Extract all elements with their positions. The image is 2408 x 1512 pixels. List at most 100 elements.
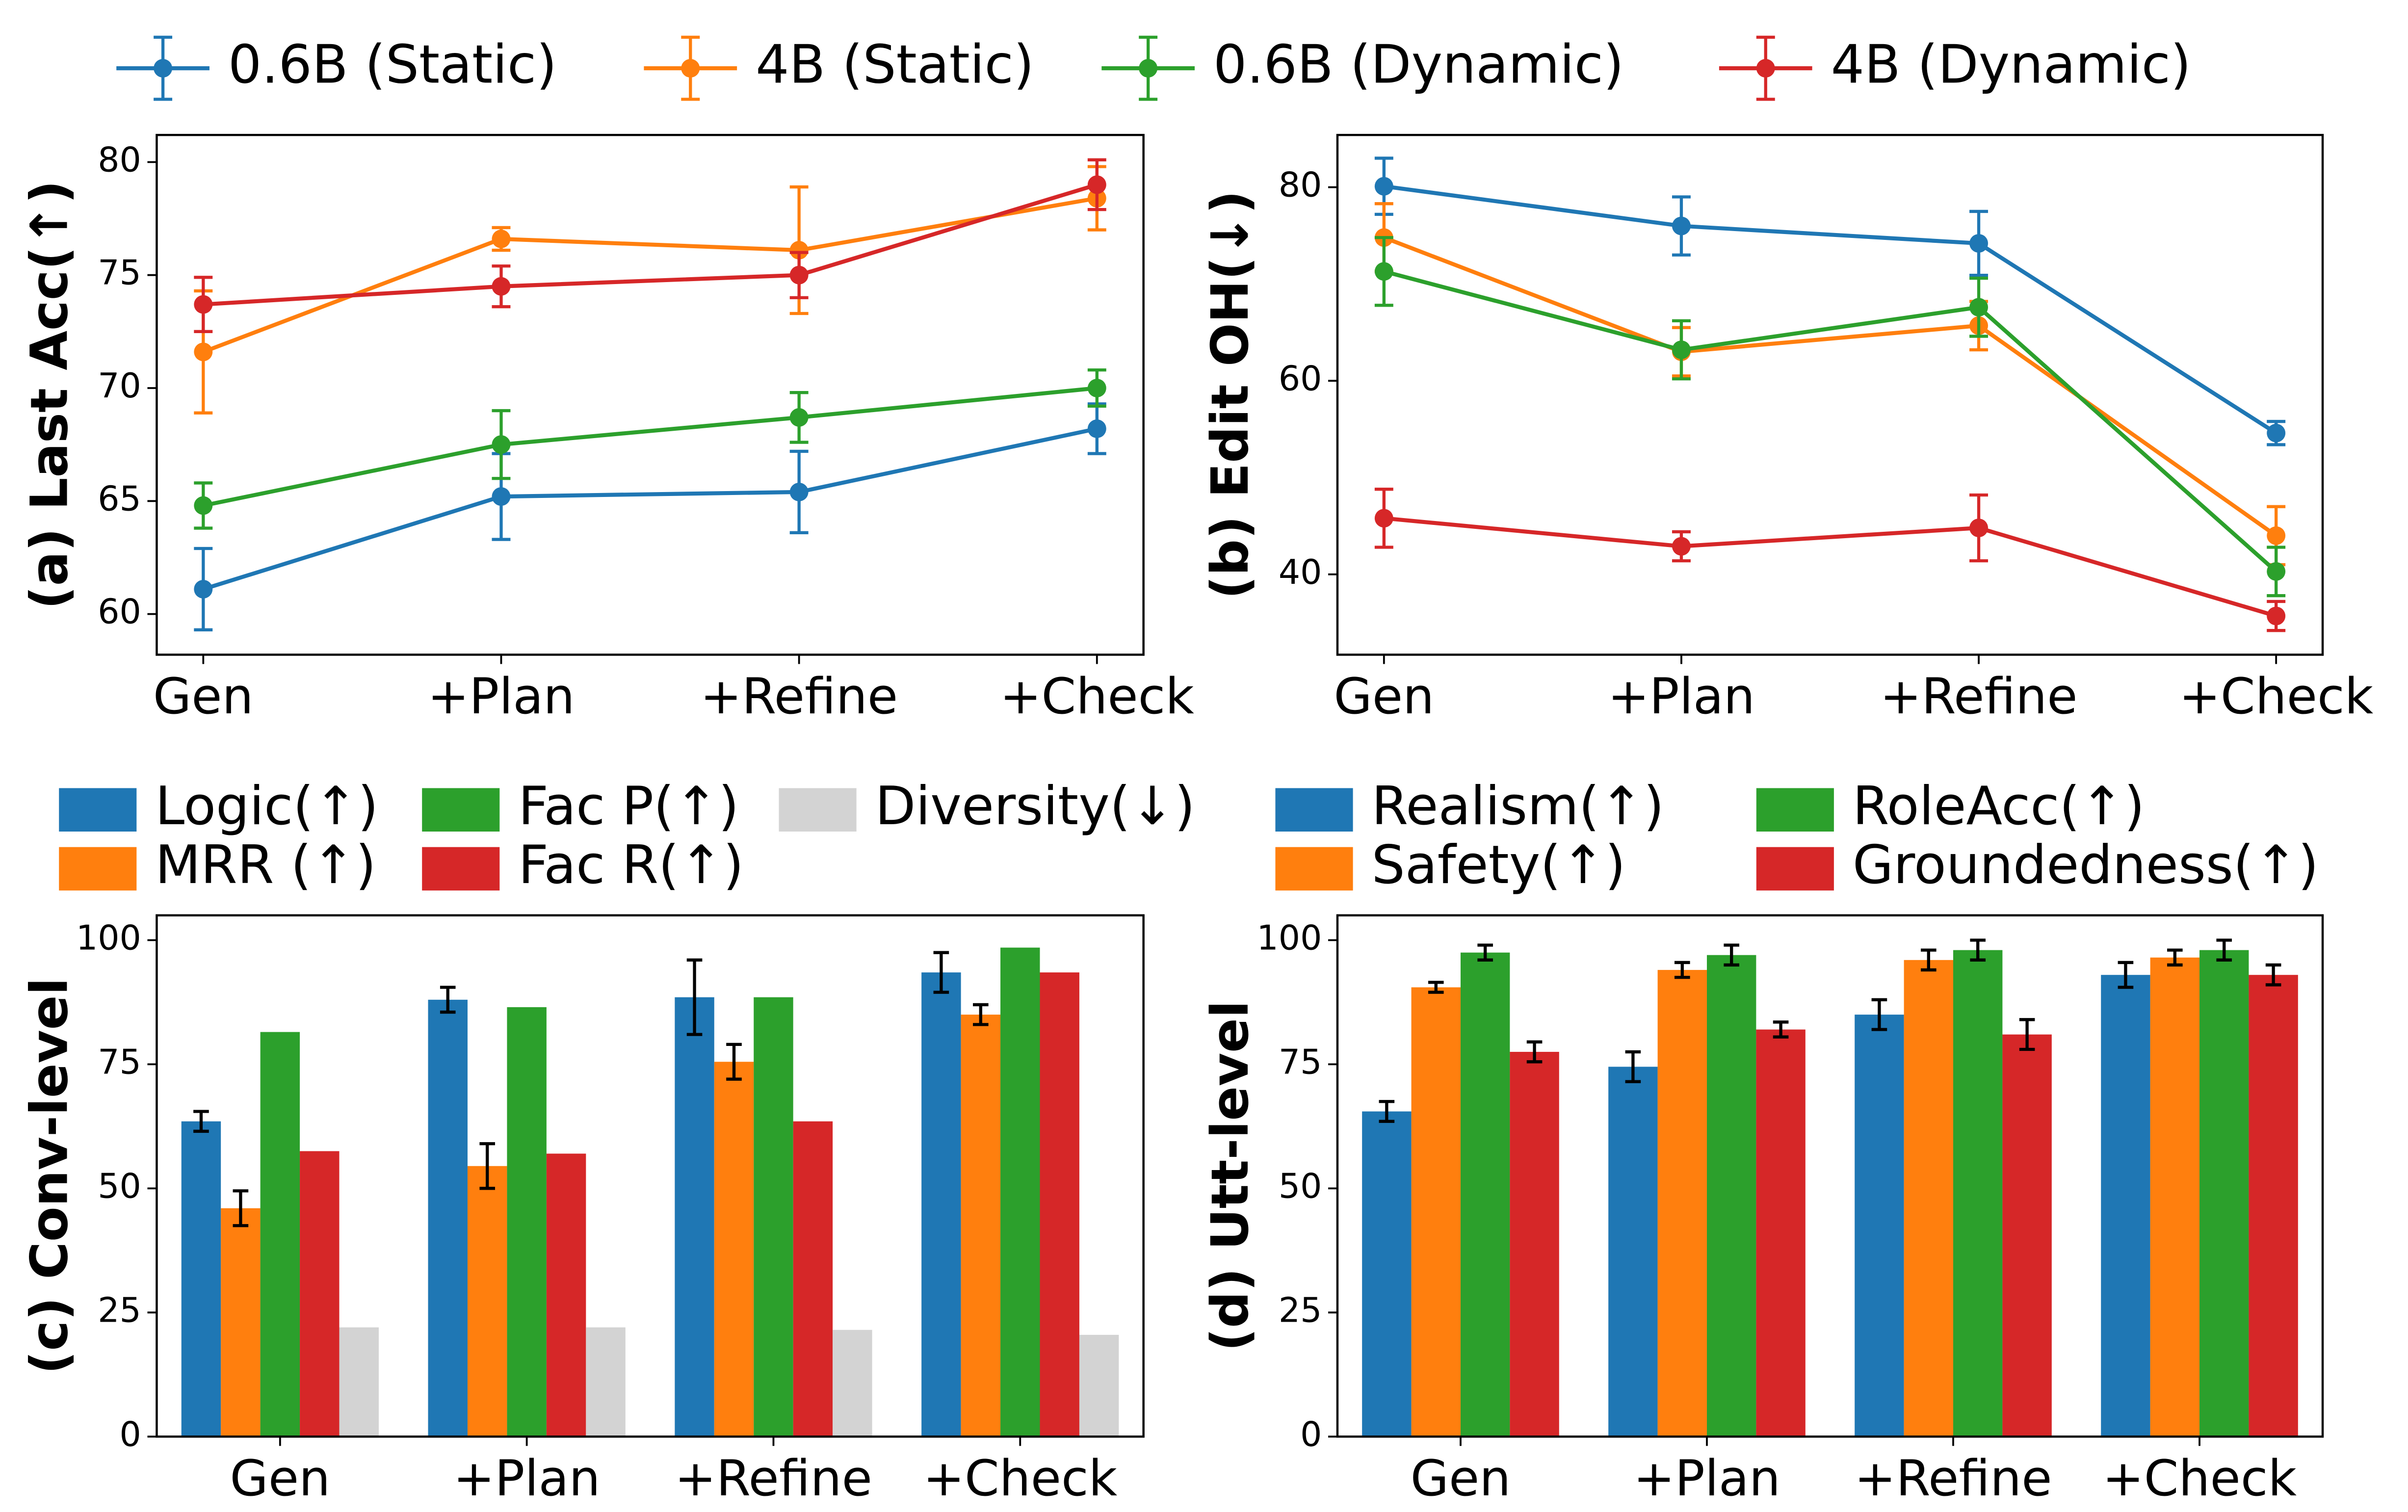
point (1969, 519, 1989, 538)
bar (260, 1032, 300, 1437)
error-bar (479, 1142, 496, 1190)
point (1374, 177, 1393, 196)
legend-label: Groundedness(↑) (1853, 834, 2319, 896)
bar (1756, 1029, 1806, 1437)
bar (507, 1007, 547, 1437)
y-tick-label: 50 (98, 1166, 141, 1206)
legend-label: RoleAcc(↑) (1853, 776, 2145, 837)
bar (2199, 950, 2249, 1437)
legend-swatch (422, 788, 500, 832)
legend-label: 4B (Static) (756, 34, 1034, 95)
error-bar (233, 1189, 249, 1227)
legend-swatch (779, 788, 857, 832)
bar (339, 1327, 379, 1437)
bar (1953, 950, 2003, 1437)
error-bar (1477, 943, 1493, 962)
point (492, 230, 511, 248)
point (1374, 262, 1393, 281)
point (194, 295, 213, 314)
bar (546, 1153, 586, 1437)
legend-label: Logic(↑) (155, 776, 378, 837)
plot-frame (1336, 133, 2324, 656)
point (1672, 340, 1691, 360)
y-tick-label: 80 (1279, 165, 1322, 205)
x-tick-label: Gen (1334, 667, 1434, 725)
x-tick-label: Gen (153, 667, 254, 725)
error-bar (1920, 948, 1937, 972)
point (789, 265, 809, 285)
y-tick-label: 75 (98, 1042, 141, 1082)
error-bar (2216, 938, 2232, 962)
series-line (1383, 235, 2277, 538)
legend-swatch (59, 788, 137, 832)
error-bar (686, 958, 703, 1036)
bar (1706, 955, 1756, 1437)
error-bar (1773, 1020, 1789, 1039)
legend-label: Fac R(↑) (518, 834, 744, 896)
bar (961, 1015, 1001, 1437)
point (789, 241, 809, 260)
point (1087, 175, 1106, 194)
point (1672, 537, 1691, 556)
y-tick-label: 75 (98, 253, 141, 293)
legend-label: 4B (Dynamic) (1831, 34, 2191, 95)
point (1969, 234, 1989, 253)
series-line (1384, 184, 2277, 435)
x-tick-label: +Check (2179, 667, 2373, 725)
bar (2101, 975, 2150, 1437)
series-line (202, 196, 1098, 354)
legend-label: 0.6B (Dynamic) (1213, 34, 1624, 95)
legend-label: Fac P(↑) (518, 776, 739, 837)
legend-label: Safety(↑) (1372, 834, 1626, 896)
error-bar (1674, 961, 1690, 979)
error-bar (440, 986, 456, 1014)
bar (1411, 987, 1461, 1437)
plot-frame (156, 133, 1145, 656)
series-line (203, 426, 1098, 591)
legend-swatch (1756, 847, 1834, 891)
x-tick-label: +Check (2102, 1449, 2297, 1507)
error-bar (2265, 963, 2281, 987)
error-bar (2167, 948, 2183, 967)
bar (2249, 975, 2298, 1437)
y-axis-label: (d) Utt-level (1200, 1000, 1260, 1351)
error-bar (1970, 938, 1986, 962)
legend-marker (154, 59, 173, 78)
point (789, 408, 809, 427)
y-tick-label: 0 (120, 1414, 141, 1454)
bar (428, 999, 468, 1437)
bar (1040, 972, 1079, 1437)
y-tick-label: 60 (98, 592, 141, 632)
error-bar (1625, 1050, 1641, 1083)
point (2267, 526, 2286, 545)
point (492, 487, 511, 506)
y-axis-label: (b) Edit OH(↓) (1200, 190, 1260, 599)
bar (1608, 1067, 1658, 1437)
point (789, 482, 809, 501)
series-line (203, 386, 1098, 508)
plot-frame (1336, 914, 2324, 1438)
x-tick-label: +Check (1000, 667, 1194, 725)
x-tick-label: +Refine (1855, 1449, 2052, 1507)
legend-swatch (59, 847, 137, 891)
series-line (1384, 516, 2277, 618)
point (492, 435, 511, 454)
x-tick-label: Gen (230, 1449, 330, 1507)
point (1374, 509, 1393, 528)
x-tick-label: +Plan (427, 667, 575, 725)
x-tick-label: +Refine (675, 1449, 872, 1507)
point (1087, 379, 1106, 397)
y-axis-label: (a) Last Acc(↑) (19, 181, 79, 610)
error-bar (973, 1003, 989, 1026)
x-tick-label: +Check (923, 1449, 1117, 1507)
y-tick-label: 100 (76, 918, 141, 958)
error-bar (1871, 998, 1887, 1031)
point (194, 496, 213, 515)
y-tick-label: 100 (1257, 918, 1322, 958)
point (1672, 216, 1691, 235)
legend-label: Realism(↑) (1372, 776, 1664, 837)
legend-swatch (1275, 788, 1353, 832)
bar (833, 1330, 872, 1437)
